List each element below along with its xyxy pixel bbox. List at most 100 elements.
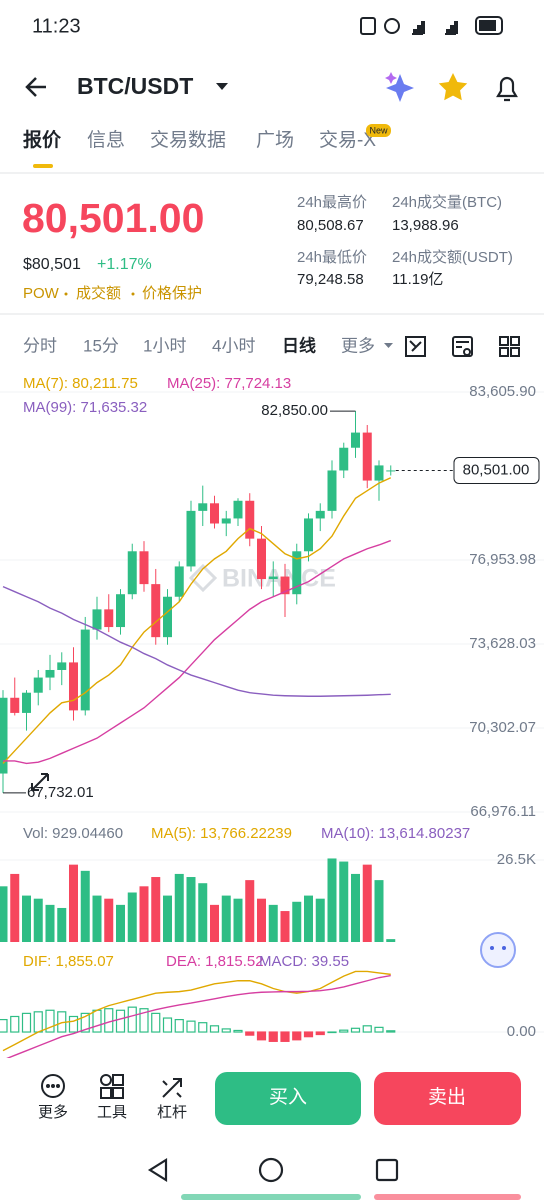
ai-icon[interactable] [385,72,414,102]
y-tick-label: 73,628.03 [469,635,536,652]
back-button[interactable] [25,77,46,97]
candle-body [127,551,137,595]
interval[interactable]: 日线 [282,335,316,355]
macd-bar [339,1029,349,1033]
macd-bar [374,1026,384,1033]
interval[interactable]: 1小时 [143,336,186,355]
volume-bar [386,939,396,942]
macd-bar [315,1031,325,1036]
candle-body [362,432,372,481]
interval[interactable]: 更多 [341,336,375,355]
tab-underline [33,164,53,168]
macd-bar [33,1011,43,1033]
volume-legend: MA(5): 13,766.22239 [151,825,292,842]
tab[interactable]: 报价 [23,128,62,151]
volume-bar [10,873,20,942]
macd-bar [186,1020,196,1033]
candle-body [292,551,302,595]
nav-bar[interactable] [147,1157,399,1183]
ma-legend: MA(7): 80,211.75 [23,375,138,392]
last-price-label: 80,501.00 [463,461,530,478]
interval[interactable]: 分时 [23,336,57,355]
favorite-star[interactable] [438,73,468,101]
low-marker-label: 67,732.01 [27,784,94,801]
candle-body [245,500,255,539]
volume-bar [280,911,290,942]
dea-line [2,974,391,1061]
macd-bar [115,1009,126,1033]
ma-line [3,539,391,765]
candle-body [233,500,243,519]
stat-label: 24h成交量(BTC) [392,193,502,211]
volume-bar [69,864,78,942]
sell-button[interactable] [374,1072,521,1125]
interval[interactable]: 4小时 [212,336,255,355]
candle-body [45,669,55,678]
stat-value: 13,988.96 [392,217,459,234]
volume-bar [116,904,125,942]
tab[interactable]: 信息 [87,129,125,151]
candle-body [327,470,337,511]
macd-bar [280,1031,290,1042]
ma-legend: MA(99): 71,635.32 [23,399,147,416]
volume-bar [22,895,31,942]
tag[interactable]: 成交额 [76,284,121,302]
separator-dot [64,292,68,296]
volume-bar [257,898,266,942]
tab[interactable]: 广场 [256,129,294,151]
tag[interactable]: 价格保护 [142,285,202,302]
candle-body [0,697,8,774]
volume-bar [210,904,219,942]
macd-bar [162,1017,173,1033]
tool-label[interactable]: 更多 [38,1104,68,1121]
stat-label: 24h最高价 [297,194,367,211]
candle-body [339,447,349,471]
macd-bar [198,1022,208,1033]
macd-bar [139,1008,149,1033]
volume-bar [33,898,43,942]
tool-label[interactable]: 杠杆 [157,1104,187,1121]
tab[interactable]: 交易-X [319,129,376,151]
volume-bar [163,895,172,942]
volume-bar [45,904,55,942]
volume-bar [80,870,90,942]
volume-bar [292,901,302,942]
macd-legend: MACD: 39.55 [259,953,349,970]
pair-dropdown[interactable] [216,83,228,90]
candle-body [33,677,43,693]
volume-bar [268,904,278,942]
tool-label[interactable]: 工具 [97,1104,127,1121]
tag[interactable]: POW [23,285,60,302]
y-tick-label: 0.00 [507,1023,536,1040]
fullscreen-icon[interactable] [31,773,49,791]
volume-bar [127,892,137,942]
buy-label[interactable]: 买入 [269,1087,307,1108]
bell-icon[interactable] [496,76,518,102]
macd-bar [233,1029,243,1033]
candle-body [104,609,114,628]
volume-bar [198,883,208,942]
tab[interactable]: 交易数据 [150,129,226,151]
more-dropdown[interactable] [384,343,393,348]
candle-body [210,503,219,524]
interval[interactable]: 15分 [83,336,119,355]
chart-tools[interactable] [405,336,520,357]
macd-bar [245,1031,255,1036]
macd-bar [209,1025,220,1033]
assistant-bot[interactable] [480,932,516,968]
macd-bar [21,1012,32,1033]
volume-bar [362,864,372,942]
divider [0,313,544,315]
sell-label[interactable]: 卖出 [428,1086,466,1108]
tool-icons[interactable] [41,1074,182,1099]
macd-bar [327,1031,337,1034]
bottom-strip [181,1194,361,1200]
last-price: 80,501.00 [22,195,204,241]
pair-title[interactable]: BTC/USDT [77,73,193,99]
buy-button[interactable] [215,1072,361,1125]
bottom-strip [374,1194,521,1200]
watermark-text: BINANCE [222,565,336,593]
separator-dot [131,292,135,296]
volume-bar [139,886,149,942]
